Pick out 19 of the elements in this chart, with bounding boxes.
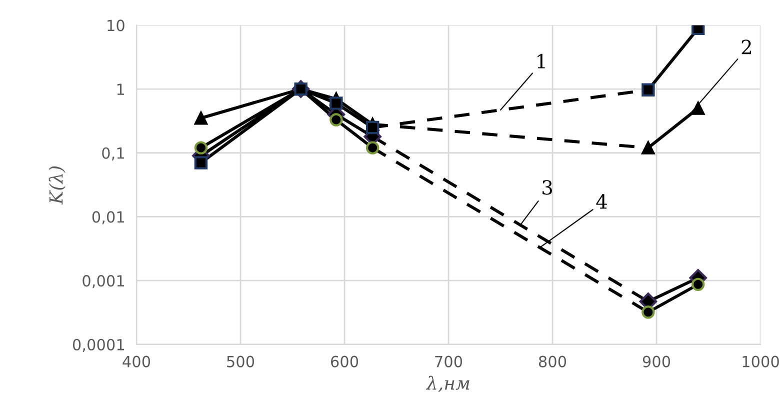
annotation: 3: [542, 180, 552, 195]
y-tick-label: 1: [117, 84, 124, 95]
annotation: 1: [538, 54, 545, 68]
x-tick-label: 400: [122, 356, 150, 368]
y-tick-label: 0,0001: [72, 338, 124, 352]
x-tick-label: 600: [330, 356, 358, 368]
x-tick-label: 500: [227, 356, 254, 368]
y-tick-label: 10: [108, 20, 124, 32]
x-axis-title: λ,нм: [426, 376, 470, 392]
y-tick-label: 0,001: [82, 275, 124, 288]
annotation: 4: [596, 194, 607, 209]
x-tick-label: 1000: [742, 356, 779, 368]
x-tick-label: 900: [642, 356, 670, 368]
x-tick-label: 700: [435, 356, 462, 368]
y-tick-label: 0,01: [92, 211, 124, 224]
y-axis-title: K(λ): [48, 166, 66, 205]
annotation: 2: [742, 40, 751, 54]
y-tick-label: 0,1: [102, 147, 124, 160]
x-tick-label: 800: [538, 356, 566, 368]
